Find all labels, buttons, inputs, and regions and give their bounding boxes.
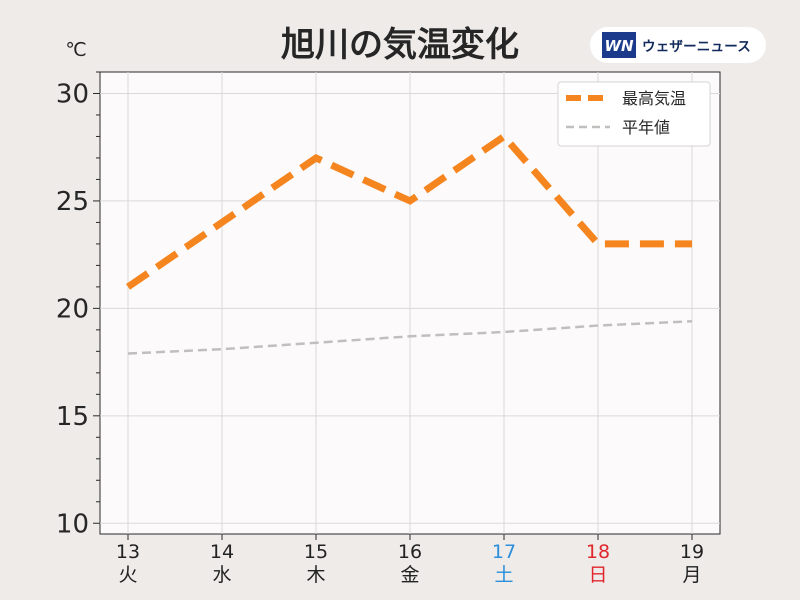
x-tick-weekday-label: 金	[400, 564, 419, 586]
y-tick-label: 15	[56, 402, 89, 432]
x-tick-weekday-label: 月	[682, 564, 701, 586]
grid	[100, 72, 720, 534]
weathernews-logo-icon: WN	[602, 32, 636, 58]
x-tick-day-label: 13	[116, 541, 140, 563]
logo-square	[602, 32, 636, 58]
y-tick-label: 20	[56, 294, 89, 324]
legend: 最高気温 平年値	[557, 81, 711, 147]
x-tick-weekday-label: 火	[118, 564, 137, 586]
x-tick-weekday-label: 木	[306, 564, 325, 586]
brand-name: ウェザーニュース	[642, 39, 751, 55]
y-axis: 10 15 20 25 30	[56, 79, 100, 539]
chart-title: 旭川の気温変化	[281, 25, 519, 65]
logo-lettering: WN	[604, 37, 634, 55]
x-tick-day-label: 16	[398, 541, 422, 563]
y-axis-unit: ℃	[65, 39, 86, 61]
x-tick-weekday-label: 水	[212, 564, 231, 586]
y-tick-label: 25	[56, 187, 89, 217]
x-tick-day-label: 15	[304, 541, 328, 563]
y-tick-label: 10	[56, 509, 89, 539]
series-layer	[126, 131, 693, 355]
weathernews-logo-badge: WN ウェザーニュース	[590, 27, 766, 63]
x-tick-day-label: 18	[586, 541, 610, 563]
x-tick-day-label: 14	[210, 541, 234, 563]
x-tick-day-label: 17	[492, 541, 516, 563]
y-tick-label: 30	[56, 79, 89, 109]
x-tick-weekday-label: 土	[494, 564, 513, 586]
legend-label-normal: 平年値	[622, 118, 670, 137]
x-axis: 13火 14水 15木 16金 17土 18日 19月	[116, 534, 704, 586]
x-tick-weekday-label: 日	[588, 564, 607, 586]
legend-label-max-temp: 最高気温	[622, 89, 686, 108]
x-tick-day-label: 19	[680, 541, 704, 563]
minor-ticks	[96, 71, 100, 503]
